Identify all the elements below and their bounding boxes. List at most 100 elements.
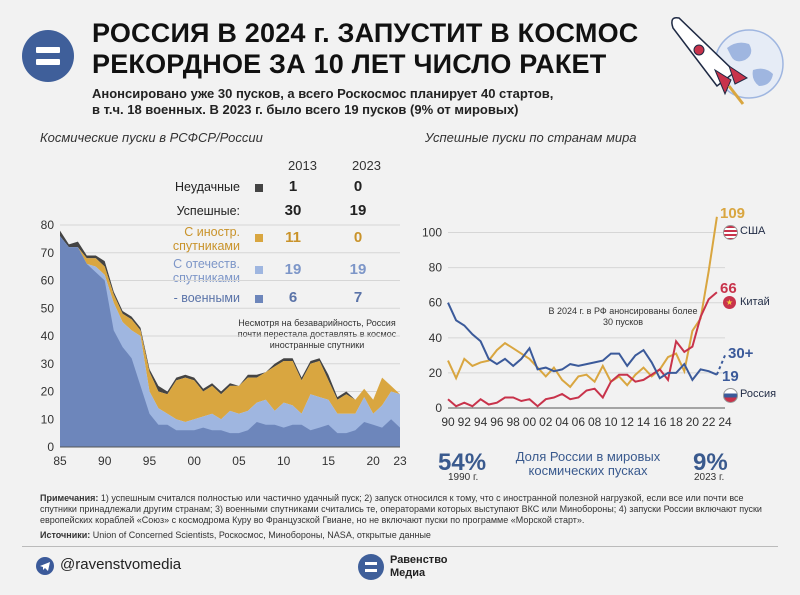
telegram-icon [36,557,54,575]
x-tick-label: 85 [53,454,67,468]
x-tick-label: 06 [572,415,586,429]
y-tick-label: 0 [47,440,54,454]
y-tick-label: 30 [41,357,55,371]
x-tick-label: 94 [474,415,488,429]
china-flag-icon: ★ [723,296,736,309]
legend-swatch-failed [255,184,263,192]
page-title: РОССИЯ В 2024 г. ЗАПУСТИТ В КОСМОС РЕКОР… [92,18,652,80]
telegram-handle-link[interactable]: @ravenstvomedia [60,556,182,573]
right-chart-annotation: В 2024 г. в РФ анонсированы более 30 пус… [548,306,698,327]
value-2023: 0 [353,178,363,195]
right-chart-title: Успешные пуски по странам мира [425,130,637,145]
legend-label-line1: С иностр. [184,225,240,239]
legend-swatch-foreign [255,234,263,242]
x-tick-label: 96 [490,415,504,429]
page-subtitle: Анонсировано уже 30 пусков, а всего Роск… [92,86,612,118]
value-2023: 0 [353,229,363,246]
title-line-1: РОССИЯ В 2024 г. ЗАПУСТИТ В КОСМОС [92,18,639,48]
share-1990-pct: 54% [438,449,487,476]
notes-text: 1) успешным считался полностью или части… [40,493,762,525]
left-chart-title: Космические пуски в РСФСР/России [40,130,263,145]
x-tick-label: 95 [143,454,157,468]
area-domestic [60,236,400,447]
subtitle-line-2: в т.ч. 18 военных. В 2023 г. было всего … [92,102,519,117]
rocket-icon [671,16,748,105]
line-china [447,291,718,408]
russia-end-label: 19 [722,368,739,385]
share-title: Доля России в мировых космических пусках [515,449,661,478]
x-tick-label: 04 [555,415,569,429]
y-tick-label: 60 [429,296,443,310]
col-2013-header: 2013 [288,158,317,173]
legend-label: Неудачные [175,180,240,194]
legend-usa: США [740,225,766,237]
x-tick-label: 23 [393,454,407,468]
y-tick-label: 20 [41,385,55,399]
x-tick-label: 22 [702,415,716,429]
share-2023-year: 2023 г. [694,472,725,483]
legend-russia: Россия [740,388,777,400]
x-tick-label: 92 [458,415,472,429]
x-tick-label: 12 [621,415,635,429]
x-tick-label: 14 [637,415,651,429]
subtitle-line-1: Анонсировано уже 30 пусков, а всего Роск… [92,86,554,101]
x-tick-label: 15 [322,454,336,468]
usa-end-label: 109 [720,205,746,222]
x-tick-label: 90 [441,415,455,429]
y-tick-label: 80 [41,218,55,232]
logo-icon [22,30,74,82]
legend-label: С иностр. спутниками [90,225,240,253]
sources-label: Источники: [40,530,91,540]
right-line-chart: 0 20 40 60 80 100 90 92 94 96 98 00 02 04 06 08 10 12 14 16… [422,216,732,429]
share-2023-pct: 9% [693,449,728,476]
value-2023: 19 [349,261,367,278]
share-1990-year: 1990 г. [448,472,479,483]
line-russia [447,302,718,382]
value-2023: 19 [349,202,367,219]
y-tick-label: 70 [41,246,55,260]
x-tick-label: 20 [366,454,380,468]
value-2013: 11 [285,229,301,246]
x-tick-label: 02 [539,415,553,429]
x-tick-label: 00 [523,415,537,429]
y-tick-label: 20 [429,366,443,380]
china-end-label: 66 [720,280,737,297]
continents-icon [727,42,773,86]
title-line-2: РЕКОРДНОЕ ЗА 10 ЛЕТ ЧИСЛО РАКЕТ [92,49,607,79]
legend-label-line2: спутниками [172,271,240,285]
area-failed [60,230,400,400]
y-tick-label: 80 [429,261,443,275]
x-tick-label: 18 [669,415,683,429]
y-tick-label: 10 [41,412,55,426]
legend-label-line2: спутниками [172,239,240,253]
legend-swatch-military [255,295,263,303]
x-tick-label: 05 [232,454,246,468]
x-tick-label: 90 [98,454,112,468]
x-tick-label: 10 [604,415,618,429]
russia-flag-icon [723,388,738,403]
value-2013: 1 [288,178,298,195]
x-tick-label: 16 [653,415,667,429]
x-tick-label: 98 [506,415,520,429]
legend-label: Успешные: [176,204,240,218]
y-tick-label: 40 [41,329,55,343]
y-tick-label: 60 [41,274,55,288]
x-tick-label: 20 [686,415,700,429]
y-tick-label: 100 [422,226,442,240]
legend-china: Китай [740,296,770,308]
legend-label-line1: С отечеств. [173,257,240,271]
notes: Примечания: 1) успешным считался полност… [40,493,770,526]
sources: Источники: Union of Concerned Scientists… [40,530,760,540]
y-tick-label: 50 [41,301,55,315]
legend-label: С отечеств. спутниками [90,257,240,285]
notes-label: Примечания: [40,493,99,503]
legend-label: - военными [173,291,240,305]
legend-swatch-domestic [255,266,263,274]
brand-line-2: Медиа [390,567,426,579]
value-2013: 6 [288,289,298,306]
x-tick-label: 00 [188,454,202,468]
x-tick-label: 24 [718,415,732,429]
x-tick-label: 10 [277,454,291,468]
area-military [60,236,400,447]
